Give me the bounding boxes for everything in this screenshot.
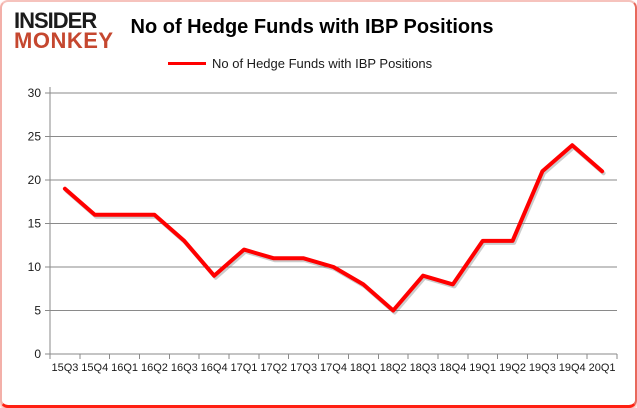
- x-axis-label: 17Q1: [231, 362, 258, 374]
- legend-line-sample: [168, 62, 206, 65]
- y-axis-label: 0: [34, 347, 41, 361]
- logo-insider-text: INSIDER: [14, 8, 97, 33]
- y-axis-label: 25: [28, 130, 42, 144]
- legend-label: No of Hedge Funds with IBP Positions: [212, 56, 433, 71]
- legend: No of Hedge Funds with IBP Positions: [168, 56, 432, 71]
- insider-monkey-logo: INSIDER MONKEY: [14, 8, 114, 54]
- x-axis-label: 19Q1: [469, 362, 496, 374]
- x-axis-label: 18Q4: [439, 362, 466, 374]
- x-axis-label: 16Q3: [171, 362, 198, 374]
- x-axis-label: 18Q2: [380, 362, 407, 374]
- x-axis-label: 16Q4: [201, 362, 228, 374]
- x-axis-label: 17Q2: [260, 362, 287, 374]
- chart-title: No of Hedge Funds with IBP Positions: [130, 16, 494, 38]
- data-line-shadow: [64, 145, 606, 315]
- y-axis-label: 15: [28, 217, 42, 231]
- x-axis-label: 20Q1: [589, 362, 616, 374]
- x-axis-label: 18Q1: [350, 362, 377, 374]
- x-axis-label: 16Q2: [141, 362, 168, 374]
- logo-monkey-text: MONKEY: [14, 28, 114, 54]
- y-axis-label: 30: [28, 86, 42, 100]
- x-axis-label: 15Q3: [51, 362, 78, 374]
- data-line: [62, 143, 605, 313]
- x-axis-label: 17Q3: [290, 362, 317, 374]
- x-axis-label: 17Q4: [320, 362, 347, 374]
- x-axis-label: 19Q3: [529, 362, 556, 374]
- x-axis-label: 15Q4: [81, 362, 108, 374]
- x-axis-label: 16Q1: [111, 362, 138, 374]
- y-axis-label: 20: [28, 173, 42, 187]
- x-axis-label: 18Q3: [410, 362, 437, 374]
- y-axis-label: 10: [28, 260, 42, 274]
- x-axis-label: 19Q4: [559, 362, 586, 374]
- x-axis-label: 19Q2: [499, 362, 526, 374]
- y-axis-label: 5: [34, 304, 41, 318]
